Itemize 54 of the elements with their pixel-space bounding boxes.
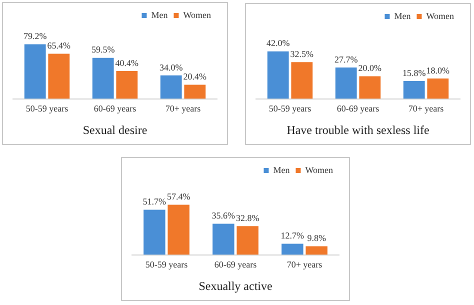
x-tick-label: 50-59 years [26,104,69,114]
legend-label: Men [151,10,168,20]
x-tick-label: 60-69 years [214,260,258,270]
bar [168,204,190,255]
bar [427,78,449,99]
data-label: 51.7% [142,196,167,207]
bar [24,44,46,99]
data-label: 40.4% [115,58,140,68]
data-label: 34.0% [159,62,184,72]
bar [282,244,304,255]
data-label: 12.7% [280,230,305,241]
x-tick-label: 60-69 years [336,104,380,114]
data-label: 32.8% [236,213,260,224]
legend-label: Women [426,10,454,21]
bar [359,76,381,99]
x-tick-label: 70+ years [286,260,323,270]
x-tick-label: 70+ years [408,104,444,114]
data-label: 57.4% [166,192,191,202]
data-label: 42.0% [266,38,290,48]
data-label: 79.2% [23,31,48,42]
bar [160,75,182,99]
x-tick-label: 60-69 years [94,104,137,114]
data-label: 9.8% [307,233,326,244]
bar [291,62,313,99]
bar [335,68,357,99]
data-label: 32.5% [290,48,314,59]
x-tick-label: 70+ years [165,104,202,114]
data-label: 15.8% [402,68,426,78]
legend-label: Men [273,164,290,175]
x-tick-label: 50-59 years [145,260,188,270]
bar [306,246,328,255]
bar [236,226,258,255]
text: Sexual desire [82,122,148,137]
bar [48,54,70,99]
bar [116,71,138,99]
bar [212,224,234,255]
legend-label: Women [183,10,212,20]
data-label: 18.0% [426,65,450,76]
bar [92,58,114,99]
bar [144,210,166,255]
data-label: 20.4% [183,72,208,82]
data-label: 20.0% [358,63,382,74]
bar [403,80,425,99]
data-label: 59.5% [91,44,116,55]
text: Have trouble with sexless life [286,122,430,137]
bar [184,84,206,99]
legend-label: Women [305,164,334,175]
text: Sexually active [198,278,272,293]
legend-label: Men [394,10,412,21]
data-label: 35.6% [212,210,236,221]
data-label: 27.7% [334,54,358,64]
x-tick-label: 50-59 years [268,104,312,114]
data-label: 65.4% [47,40,72,51]
bar [267,51,289,99]
